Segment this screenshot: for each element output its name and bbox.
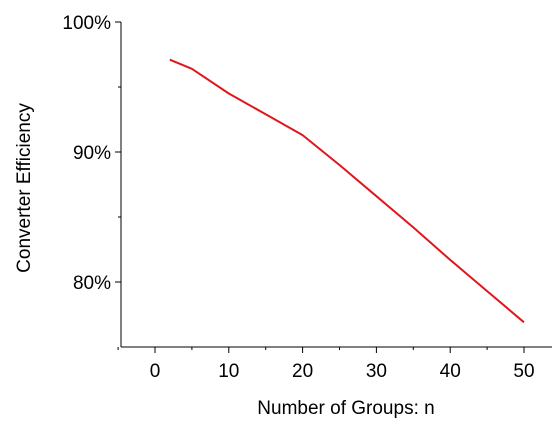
series-line: [169, 58, 525, 324]
y-axis-label: Converter Efficiency: [14, 103, 35, 273]
x-tick-label: 30: [366, 361, 387, 382]
series-layer: [169, 58, 525, 324]
y-tick-label: 100%: [62, 13, 111, 34]
x-tick-label: 50: [513, 361, 534, 382]
y-tick-label: 80%: [73, 273, 111, 294]
x-tick-label: 20: [292, 361, 313, 382]
y-tick-label: 90%: [73, 143, 111, 164]
x-axis-label: Number of Groups: n: [257, 398, 434, 419]
x-tick-label: 40: [440, 361, 461, 382]
y-ticks: 80% 90% 100%: [62, 13, 121, 294]
x-tick-label: 0: [150, 361, 161, 382]
x-ticks: 0 10 20 30 40 50: [117, 347, 535, 382]
axes: [120, 22, 552, 348]
x-tick-label: 10: [218, 361, 239, 382]
